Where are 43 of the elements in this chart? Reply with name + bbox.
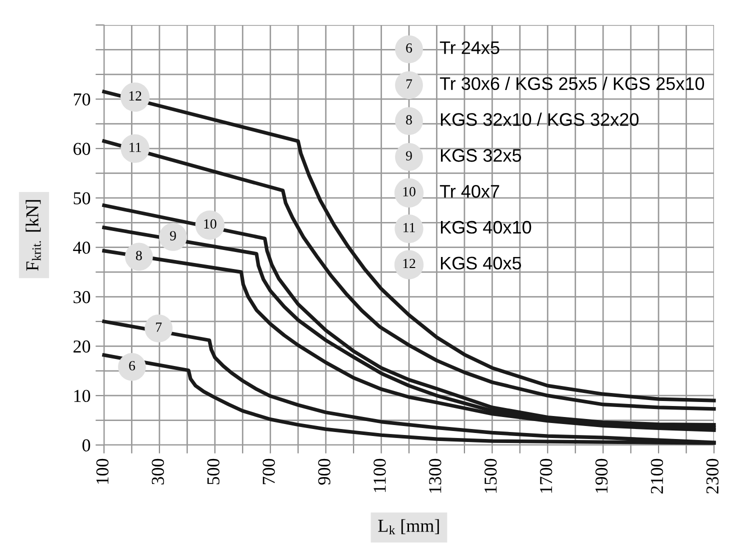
y-axis-title: F$_{krit.}$ [kN] [26, 200, 41, 271]
y-tick-label: 40 [73, 242, 90, 254]
x-tick-label: 1500 [484, 458, 497, 493]
text: 7 [406, 79, 412, 89]
annotation: KGS 32x10 / KGS 32x20 [440, 112, 639, 126]
x-tick-label: 300 [152, 458, 164, 484]
x-tick-label: 1300 [429, 458, 442, 493]
x-tick-label: 700 [262, 458, 275, 484]
y-tick-label: 60 [74, 142, 90, 155]
y-tick-label: 20 [74, 340, 90, 353]
annotation: 9 [170, 231, 176, 240]
x-axis-title: L$_{k}$ [mm] [378, 519, 439, 534]
annotation: 12 [129, 91, 142, 100]
x-tick-label: 100 [96, 458, 109, 484]
annotation: 7 [156, 322, 162, 332]
x-tick-label: 2100 [650, 458, 664, 494]
annotation: 10 [204, 219, 216, 229]
text: 9 [406, 151, 412, 160]
x-tick-label: 900 [318, 458, 330, 485]
annotation: KGS 32x5 [440, 149, 522, 162]
y-tick-label: 50 [74, 192, 90, 204]
annotation: 6 [129, 361, 136, 370]
annotation: 8 [136, 250, 142, 260]
y-tick-label: 70 [74, 93, 90, 106]
annotation: 11 [130, 142, 141, 152]
y-tick-label: 10 [74, 390, 90, 402]
text: 12 [403, 258, 416, 268]
x-tick-label: 1900 [595, 458, 608, 493]
x-tick-label: 2300 [706, 458, 719, 494]
text: 6 [406, 43, 412, 53]
y-tick-label: 30 [74, 291, 90, 304]
annotation: Tr 30x6 / KGS 25x5 / KGS 25x10 [440, 76, 704, 90]
annotation: KGS 40x10 [440, 220, 532, 234]
annotation: Tr 24x5 [440, 41, 500, 54]
x-tick-label: 1700 [540, 458, 552, 493]
text: 10 [403, 187, 416, 196]
x-tick-label: 1100 [374, 458, 386, 492]
x-tick-label: 500 [207, 458, 220, 484]
annotation: Tr 40x7 [440, 184, 500, 198]
annotation: KGS 40x5 [440, 256, 522, 270]
text: 8 [406, 115, 412, 125]
y-tick-label: 0 [82, 439, 90, 452]
text: 11 [404, 222, 415, 232]
